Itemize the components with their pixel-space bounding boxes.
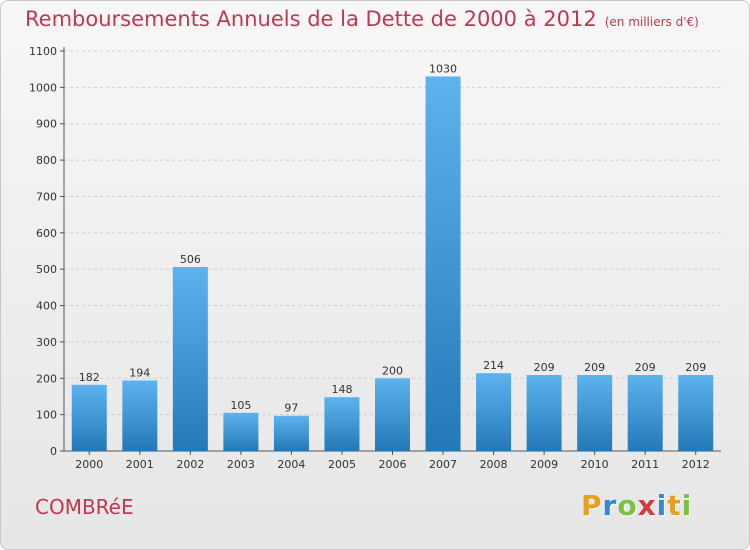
bar-2006: [375, 378, 410, 451]
bar-2011: [627, 375, 663, 451]
logo-letter: o: [617, 489, 638, 522]
x-tick-label: 2002: [176, 458, 204, 471]
bar-2008: [476, 373, 512, 451]
bar-2000: [71, 384, 107, 451]
bars: [71, 76, 714, 452]
commune-name: COMBRéE: [35, 495, 134, 519]
bar-2010: [577, 375, 613, 451]
y-tick-label: 600: [36, 227, 57, 240]
y-tick-label: 0: [50, 445, 57, 458]
x-tick-label: 2012: [682, 458, 710, 471]
bar-2005: [324, 397, 360, 451]
y-tick-label: 900: [36, 118, 57, 131]
logo-letter: t: [667, 489, 682, 522]
x-tick-label: 2011: [631, 458, 659, 471]
logo-letter: i: [681, 489, 693, 522]
y-tick-label: 100: [36, 409, 57, 422]
chart-unit: (en milliers d'€): [604, 15, 699, 29]
y-tick-label: 1100: [29, 45, 57, 58]
data-label: 209: [534, 361, 555, 374]
logo-letter: r: [602, 489, 618, 522]
bar-2001: [122, 380, 158, 451]
x-tick-label: 2003: [227, 458, 255, 471]
data-label: 209: [635, 361, 656, 374]
logo-letter: P: [581, 489, 603, 522]
data-label: 214: [483, 359, 504, 372]
data-label: 1030: [429, 62, 457, 75]
y-tick-label: 700: [36, 190, 57, 203]
x-tick-label: 2004: [277, 458, 305, 471]
data-label: 200: [382, 364, 403, 377]
bar-2004: [273, 415, 309, 451]
x-tick-label: 2009: [530, 458, 558, 471]
x-tick-label: 2007: [429, 458, 457, 471]
grid: [64, 50, 721, 416]
logo-letter: i: [656, 489, 668, 522]
chart-title-text: Remboursements Annuels de la Dette de 20…: [25, 7, 597, 31]
data-label: 182: [79, 371, 100, 384]
data-label: 105: [230, 399, 251, 412]
logo-letter: x: [637, 489, 657, 522]
y-tick-label: 300: [36, 336, 57, 349]
x-tick-label: 2008: [480, 458, 508, 471]
bar-2012: [678, 375, 714, 451]
bar-2002: [172, 267, 208, 451]
y-tick-label: 500: [36, 263, 57, 276]
proxiti-logo: Proxiti: [581, 489, 692, 522]
y-tick-label: 200: [36, 372, 57, 385]
labels: 2000 182 2001 194 2002 506 2003 105 2004 97 2005 14…: [75, 62, 709, 471]
y-tick-label: 400: [36, 300, 57, 313]
chart-title: Remboursements Annuels de la Dette de 20…: [25, 7, 699, 31]
y-tick-label: 1000: [29, 81, 57, 94]
bar-2009: [526, 375, 562, 451]
data-label: 209: [685, 361, 706, 374]
data-label: 97: [284, 402, 298, 415]
x-tick-label: 2006: [379, 458, 407, 471]
data-label: 506: [180, 253, 201, 266]
x-tick-label: 2005: [328, 458, 356, 471]
y-tick-label: 800: [36, 154, 57, 167]
x-tick-label: 2001: [126, 458, 154, 471]
data-label: 194: [129, 366, 150, 379]
bar-2003: [223, 412, 259, 451]
x-tick-label: 2010: [581, 458, 609, 471]
x-tick-label: 2000: [75, 458, 103, 471]
data-label: 148: [331, 383, 352, 396]
data-label: 209: [584, 361, 605, 374]
bar-2007: [425, 76, 461, 452]
